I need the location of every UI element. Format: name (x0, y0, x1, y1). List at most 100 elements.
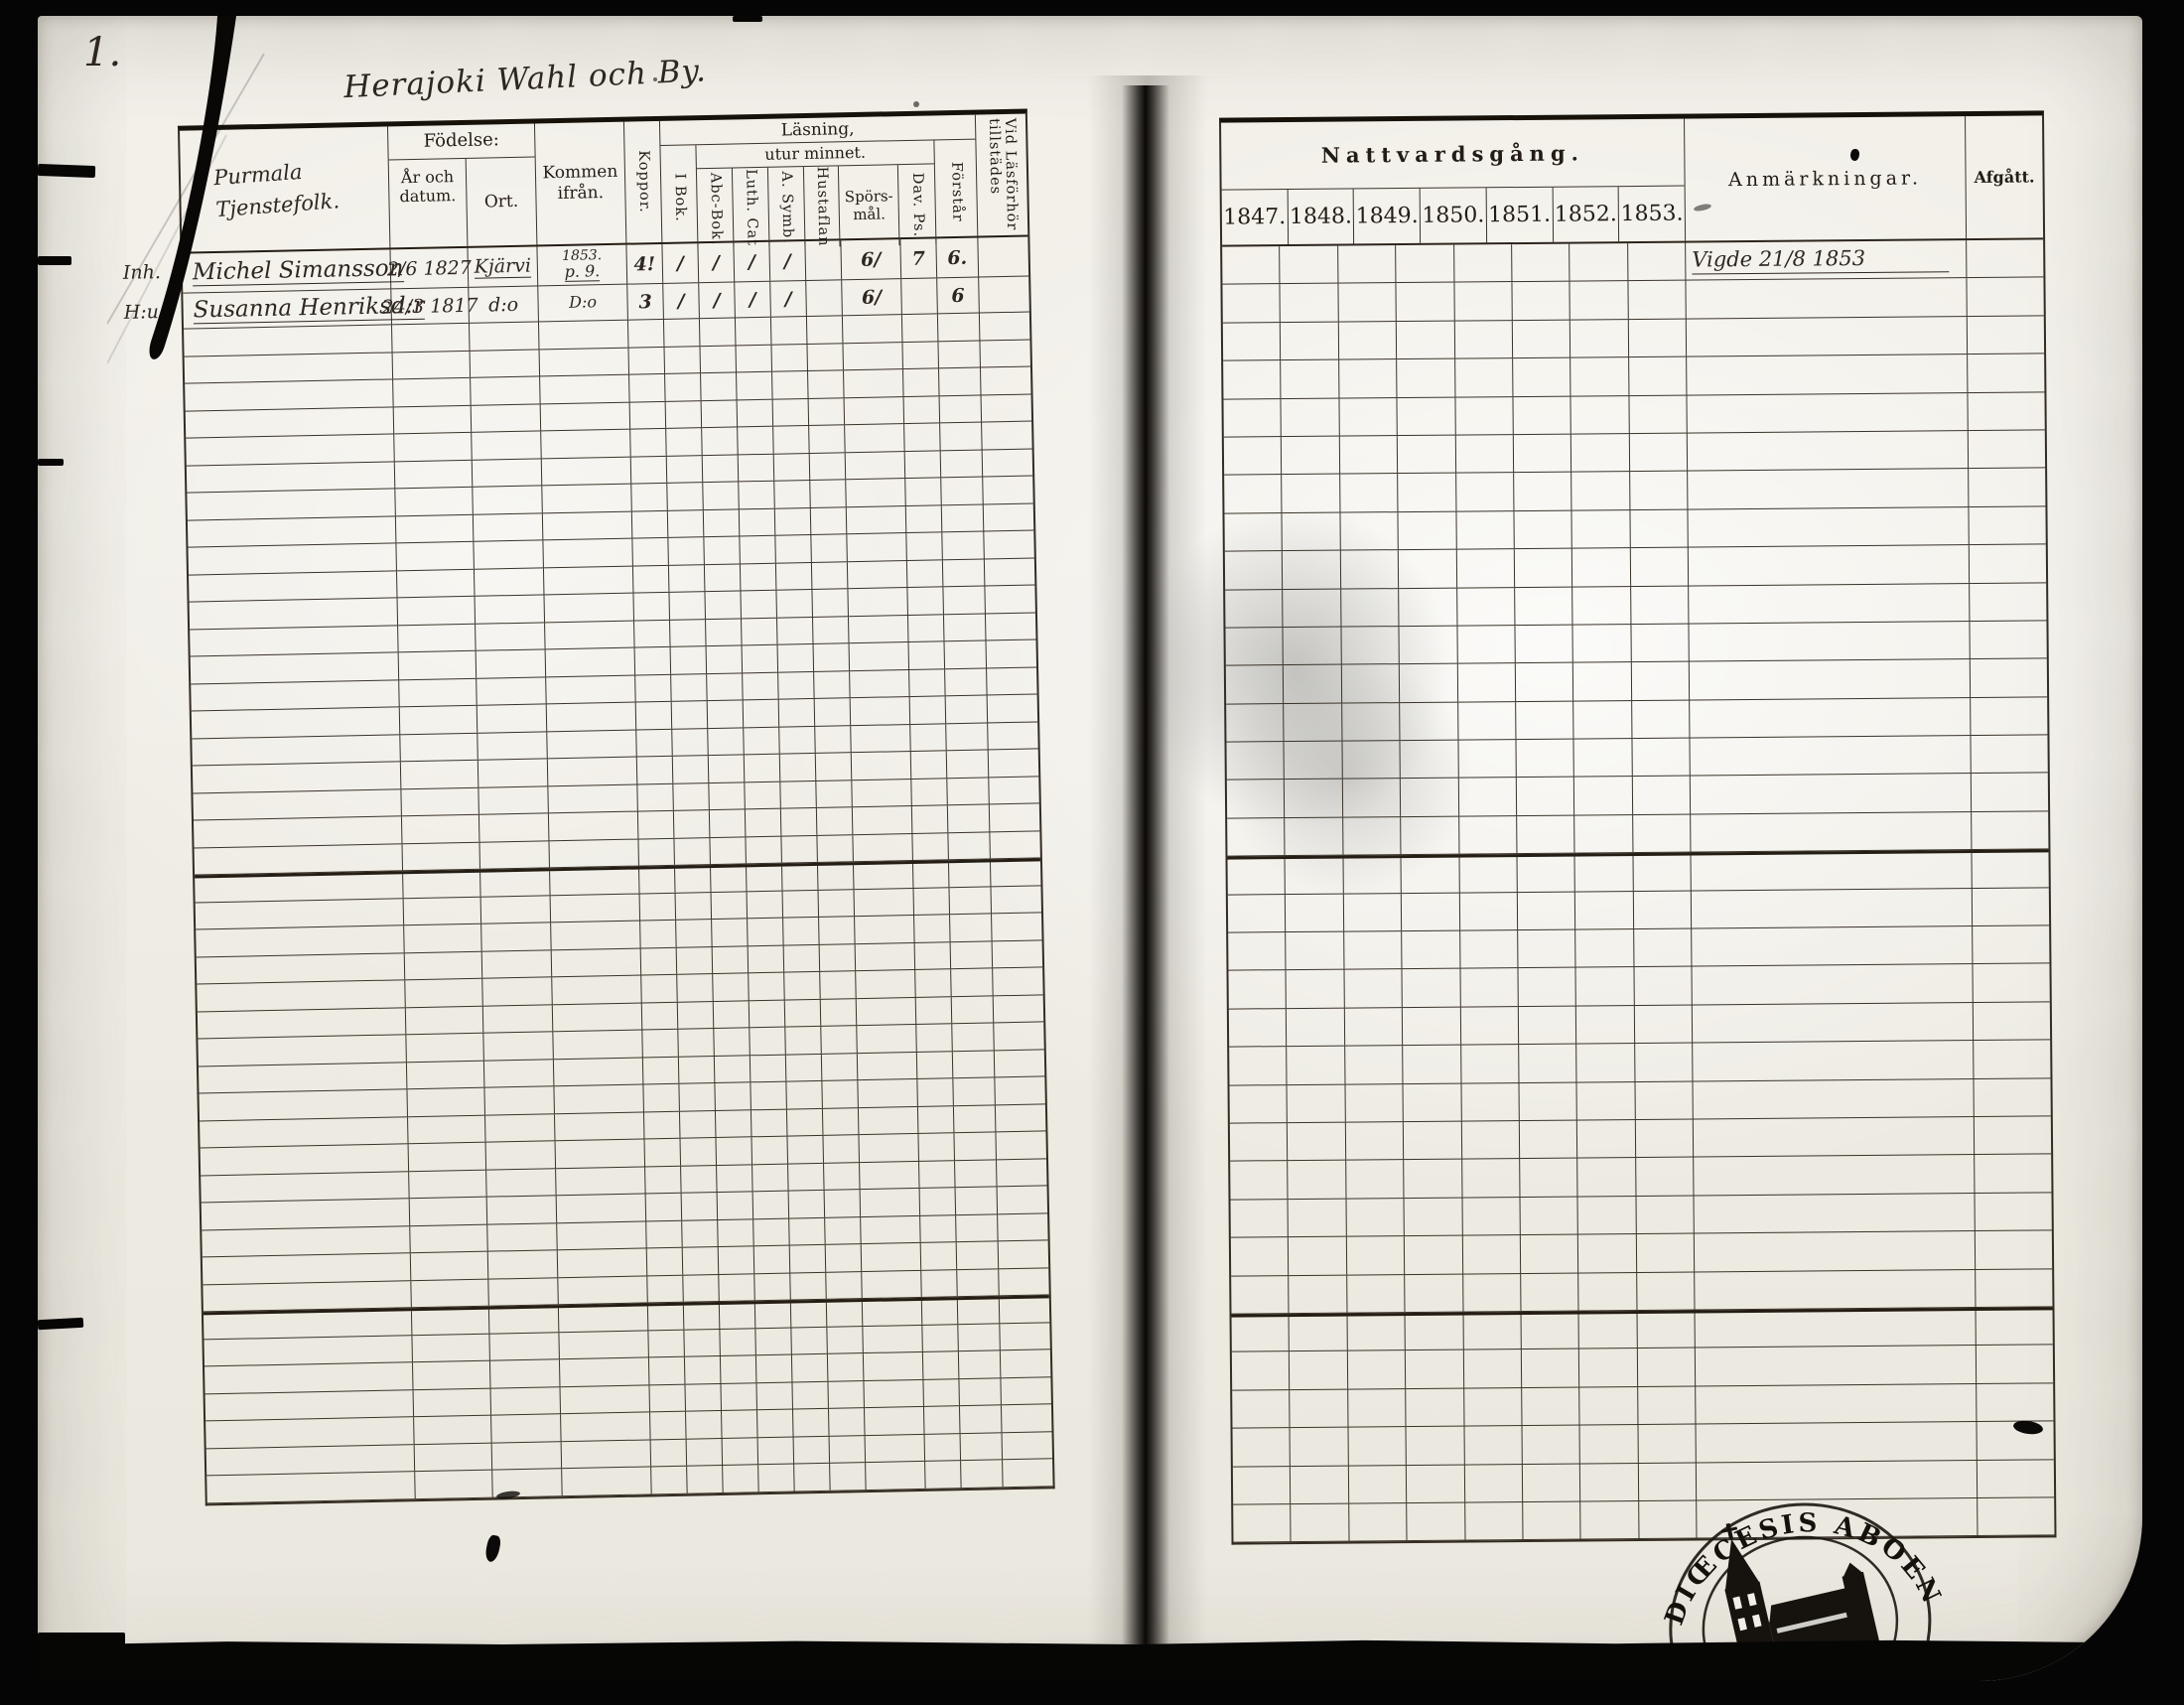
communion-cell (1346, 1236, 1406, 1275)
communion-cell (1226, 780, 1286, 818)
cell-name (201, 1171, 410, 1203)
cell-asymb (771, 344, 809, 371)
cell-luth (751, 1136, 789, 1164)
communion-cell (1291, 1466, 1349, 1503)
cell-luth (757, 1437, 795, 1465)
cell-forst (948, 862, 992, 887)
communion-cell (1515, 587, 1573, 625)
cell-ibok (682, 1246, 720, 1275)
cell-ibok (669, 592, 706, 620)
right-table-body: Vigde 21/8 1853 (1222, 239, 2055, 1543)
communion-cell (1225, 665, 1285, 704)
cell-anmarkning (1689, 659, 1972, 700)
communion-cell (1577, 1196, 1637, 1234)
cell-abc (722, 1437, 759, 1465)
communion-cell (1578, 1234, 1637, 1273)
communion-cell (1572, 624, 1632, 662)
cell-abc (714, 1055, 751, 1083)
communion-cell (1579, 1386, 1639, 1425)
cell-name (204, 1335, 413, 1366)
cell-luth (755, 1354, 793, 1382)
cell-kommen (559, 1330, 649, 1359)
cell-vid (990, 831, 1040, 858)
cell-birth (411, 1279, 489, 1308)
cell-spors (856, 969, 916, 998)
communion-cell (1521, 1273, 1579, 1311)
cell-dav (901, 278, 938, 315)
cell-luth (751, 1081, 787, 1109)
cell-abc (719, 1273, 755, 1301)
communion-cell (1404, 1235, 1463, 1274)
cell-spors (846, 479, 906, 506)
communion-cell (1460, 1082, 1520, 1121)
cell-ibok (665, 373, 702, 401)
cell-asymb (782, 865, 819, 891)
communion-cell (1513, 357, 1571, 396)
communion-cell (1344, 1007, 1404, 1046)
cell-kommen (555, 1139, 646, 1168)
cell-hust (819, 917, 856, 944)
cell-anmarkning (1694, 1155, 1976, 1196)
cell-birth (408, 1115, 486, 1144)
cell-vid (979, 277, 1029, 313)
cell-forst (961, 1460, 1004, 1488)
communion-cell (1396, 282, 1455, 321)
cell-luth (749, 972, 785, 1000)
edge-tear (38, 256, 71, 265)
cell-koppor (641, 1002, 679, 1030)
communion-cell (1404, 1198, 1463, 1236)
cell-luth (755, 1328, 792, 1355)
cell-anmarkning (1688, 506, 1970, 547)
communion-cell (1515, 625, 1574, 663)
communion-cell (1397, 397, 1456, 436)
cell-forst (940, 449, 984, 478)
cell-forst (956, 1241, 1000, 1269)
cell-luth (742, 618, 778, 645)
cell-birth (411, 1309, 490, 1335)
cell-hust (824, 1190, 862, 1217)
communion-cell (1627, 242, 1687, 281)
communion-cell (1575, 967, 1635, 1006)
cell-dav (922, 1324, 959, 1351)
cell-luth (746, 836, 782, 864)
cell-abc (709, 809, 747, 837)
communion-cell (1453, 282, 1513, 321)
communion-cell (1576, 1081, 1636, 1120)
cell-birth (395, 514, 475, 543)
cell-afgatt (1967, 239, 2043, 277)
cell-dav (911, 805, 949, 833)
cell-dav (906, 532, 943, 560)
cell-spors: 6/ (841, 239, 902, 280)
cell-vid (996, 1131, 1046, 1158)
cell-spors (848, 615, 909, 643)
communion-cell (1457, 701, 1517, 740)
luther-catechism-header: Luth. Cat (732, 167, 770, 249)
cell-ort: d:o (469, 286, 539, 323)
communion-cell (1283, 627, 1342, 665)
cell-afgatt (1973, 925, 2049, 963)
cell-dav (917, 1105, 955, 1133)
cell-birth (393, 377, 472, 406)
cell-abc (708, 727, 745, 756)
cell-name (186, 461, 396, 493)
cell-spors (861, 1215, 921, 1244)
cell-ort (474, 540, 544, 569)
cell-hust (816, 807, 854, 835)
communion-cell (1231, 1275, 1290, 1314)
cell-koppor (650, 1439, 688, 1467)
cell-hust (825, 1216, 862, 1244)
communion-title: Nattvardsgång. (1221, 118, 1685, 191)
cell-spors (848, 588, 908, 616)
cell-asymb (770, 317, 808, 345)
cell-anmarkning (1689, 583, 1971, 624)
cell-spors (842, 315, 903, 343)
cell-abc (707, 672, 744, 701)
communion-cell (1577, 1158, 1637, 1197)
cell-hust (805, 240, 843, 281)
cell-kommen (544, 593, 635, 622)
communion-cell (1634, 1005, 1694, 1044)
cell-afgatt (1970, 545, 2046, 583)
cell-spors (845, 451, 906, 480)
cell-dav (909, 668, 946, 697)
cell-ibok (684, 1329, 721, 1356)
